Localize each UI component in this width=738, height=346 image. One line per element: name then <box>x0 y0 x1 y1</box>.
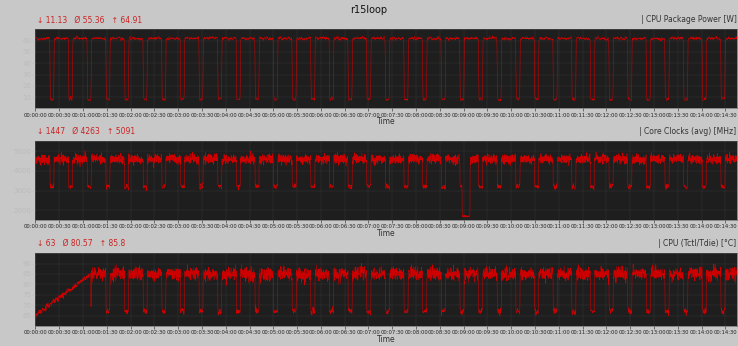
Text: | Core Clocks (avg) [MHz]: | Core Clocks (avg) [MHz] <box>639 127 737 136</box>
Text: ↓ 11.13   Ø 55.36   ↑ 64.91: ↓ 11.13 Ø 55.36 ↑ 64.91 <box>37 15 142 25</box>
Text: | CPU Package Power [W]: | CPU Package Power [W] <box>641 15 737 25</box>
Text: Time: Time <box>377 229 396 238</box>
Text: Time: Time <box>377 117 396 126</box>
Text: ↓ 1447   Ø 4263   ↑ 5091: ↓ 1447 Ø 4263 ↑ 5091 <box>37 127 135 136</box>
Text: Time: Time <box>377 335 396 344</box>
Text: r15loop: r15loop <box>351 5 387 15</box>
Text: | CPU (Tctl/Tdie) [°C]: | CPU (Tctl/Tdie) [°C] <box>658 239 737 248</box>
Text: ↓ 63   Ø 80.57   ↑ 85.8: ↓ 63 Ø 80.57 ↑ 85.8 <box>37 239 125 248</box>
